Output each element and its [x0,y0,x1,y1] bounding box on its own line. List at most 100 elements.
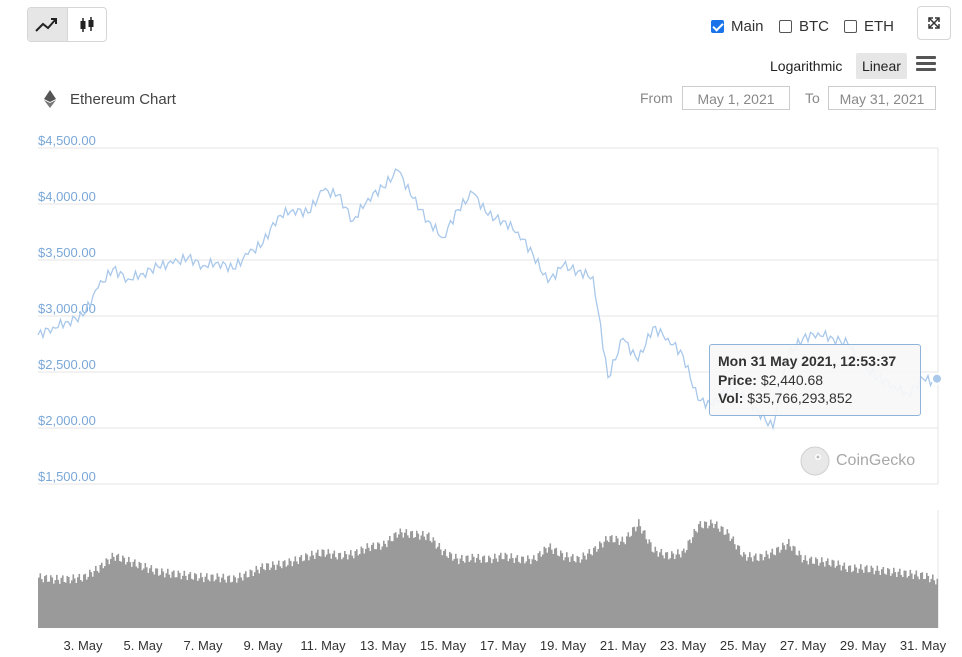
volume-bar [812,563,814,628]
volume-bar [444,549,447,628]
to-date-input[interactable]: May 31, 2021 [828,86,936,110]
volume-bar [600,543,603,628]
volume-bar [752,561,754,628]
volume-bar [318,556,321,628]
linear-scale-button[interactable]: Linear [856,53,907,79]
volume-bar [386,547,388,628]
volume-bar [809,558,811,628]
x-tick-label: 9. May [243,638,283,653]
volume-bar [684,552,687,628]
chart-type-toggle [27,7,107,42]
volume-bar [146,567,148,628]
volume-bar [345,554,348,628]
volume-bar [641,533,643,628]
volume-bar [596,551,598,628]
volume-bar [846,572,849,628]
volume-bar [518,561,520,628]
chart-title-text: Ethereum Chart [70,90,176,108]
volume-bar [80,580,82,628]
volume-bar [839,564,841,628]
volume-bar [734,544,736,628]
volume-bar [627,532,630,628]
from-date-input[interactable]: May 1, 2021 [682,86,790,110]
volume-bar [228,575,231,628]
volume-bar [695,531,697,628]
volume-bar [407,535,409,628]
gecko-logo-icon [800,446,830,476]
volume-bar [501,559,504,628]
volume-bar [768,558,771,628]
volume-bar [645,539,648,628]
line-chart-button[interactable] [28,8,67,41]
volume-bar [806,560,808,628]
volume-bar [323,549,325,628]
logarithmic-scale-button[interactable]: Logarithmic [770,58,843,74]
volume-bar [891,573,894,628]
volume-bar [513,563,516,628]
volume-bar [639,526,642,628]
volume-bar [467,555,469,628]
volume-bar [294,556,297,628]
volume-bar [63,582,66,628]
candlestick-chart-button[interactable] [66,8,107,41]
volume-bar [843,562,846,628]
main-checkbox[interactable] [711,20,724,33]
volume-bar [98,572,100,628]
volume-bar [924,578,927,628]
volume-bar [231,581,234,628]
btc-checkbox[interactable] [779,20,792,33]
volume-bar [435,548,438,628]
fullscreen-button[interactable] [917,6,951,40]
main-label: Main [731,18,764,35]
volume-bar [200,572,202,628]
volume-bar [870,565,873,628]
volume-bar [396,537,399,628]
volume-bar [212,574,214,628]
volume-bar [269,570,271,628]
volume-bar [221,577,223,628]
volume-bar [234,577,237,628]
main-toggle[interactable]: Main [711,18,764,35]
volume-bar [785,549,787,628]
tooltip-date: Mon 31 May 2021, 12:53:37 [718,353,897,369]
volume-bar [188,574,190,628]
volume-bar [543,546,546,628]
hamburger-menu-icon[interactable] [916,56,936,72]
volume-bar [110,558,112,628]
volume-bar [620,541,622,628]
volume-bar [602,547,604,628]
volume-bar [366,543,369,628]
volume-bar [923,579,925,628]
volume-bar [45,574,48,628]
volume-bar [128,556,130,628]
volume-bar [644,530,646,628]
volume-bar [825,561,828,628]
btc-toggle[interactable]: BTC [779,18,829,35]
volume-bar [681,550,684,628]
volume-bar [458,564,460,628]
volume-bar [519,563,522,628]
volume-bar [546,552,549,628]
volume-bar [99,564,102,628]
volume-bar [495,558,498,628]
volume-bar [701,527,703,628]
x-tick-label: 21. May [600,638,647,653]
x-tick-label: 13. May [360,638,407,653]
volume-bar [756,560,759,628]
volume-bar [657,556,660,628]
volume-bar [831,559,834,628]
volume-bar [246,577,249,628]
volume-bar [723,534,726,628]
x-tick-label: 5. May [123,638,163,653]
volume-bar [761,554,763,628]
eth-toggle[interactable]: ETH [844,18,894,35]
volume-bar [68,577,70,628]
volume-bar [530,564,532,628]
volume-bar [276,564,279,628]
volume-bar [729,541,732,628]
eth-checkbox[interactable] [844,20,857,33]
volume-bar [225,582,228,628]
volume-bar [680,557,682,628]
volume-bar [743,552,745,628]
volume-bar [563,560,565,628]
